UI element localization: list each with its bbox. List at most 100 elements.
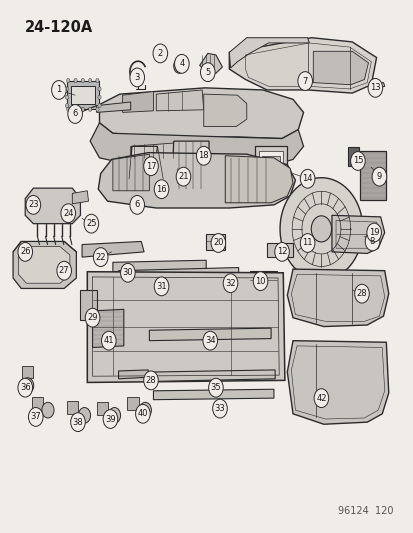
Circle shape xyxy=(176,167,190,186)
Circle shape xyxy=(153,44,167,63)
Text: 4: 4 xyxy=(179,59,184,68)
Polygon shape xyxy=(80,290,96,320)
Text: 6: 6 xyxy=(72,109,78,118)
Circle shape xyxy=(366,223,380,242)
Circle shape xyxy=(95,107,99,111)
Text: 24: 24 xyxy=(63,209,74,217)
Polygon shape xyxy=(149,328,271,341)
Polygon shape xyxy=(113,260,206,272)
Polygon shape xyxy=(127,397,138,410)
Circle shape xyxy=(130,68,144,87)
Circle shape xyxy=(143,157,158,175)
Circle shape xyxy=(88,107,92,111)
Circle shape xyxy=(101,332,116,350)
Text: 40: 40 xyxy=(137,409,148,418)
Polygon shape xyxy=(66,401,78,414)
Text: 12: 12 xyxy=(276,247,287,256)
Polygon shape xyxy=(225,156,292,203)
Circle shape xyxy=(85,308,100,327)
Circle shape xyxy=(21,378,34,393)
Circle shape xyxy=(364,232,379,251)
Text: 20: 20 xyxy=(213,238,223,247)
Circle shape xyxy=(253,272,267,290)
Circle shape xyxy=(18,243,33,261)
Circle shape xyxy=(65,95,69,99)
Circle shape xyxy=(65,103,69,108)
Text: 10: 10 xyxy=(255,277,265,286)
Text: 29: 29 xyxy=(87,313,97,322)
Text: 36: 36 xyxy=(20,383,31,392)
Text: 28: 28 xyxy=(356,289,366,298)
Circle shape xyxy=(108,408,120,423)
Polygon shape xyxy=(118,370,148,379)
Polygon shape xyxy=(72,191,88,204)
Text: 5: 5 xyxy=(205,68,210,77)
Text: 31: 31 xyxy=(156,282,166,291)
Circle shape xyxy=(157,46,165,56)
Polygon shape xyxy=(13,241,76,288)
Circle shape xyxy=(74,107,77,111)
Text: 7: 7 xyxy=(302,77,307,86)
Circle shape xyxy=(297,71,312,91)
Circle shape xyxy=(71,413,85,432)
Polygon shape xyxy=(125,277,246,290)
Circle shape xyxy=(299,233,314,253)
Circle shape xyxy=(26,196,40,214)
Text: 11: 11 xyxy=(301,238,312,247)
Polygon shape xyxy=(229,38,376,93)
Circle shape xyxy=(57,261,71,280)
Circle shape xyxy=(97,87,101,91)
Polygon shape xyxy=(18,247,70,283)
Polygon shape xyxy=(287,269,388,327)
Circle shape xyxy=(65,87,69,91)
Polygon shape xyxy=(93,309,123,348)
Polygon shape xyxy=(67,81,99,109)
Polygon shape xyxy=(206,234,225,250)
Text: 33: 33 xyxy=(214,404,225,413)
Circle shape xyxy=(139,402,151,418)
Text: 23: 23 xyxy=(28,200,38,209)
Circle shape xyxy=(74,78,77,83)
Circle shape xyxy=(212,399,227,418)
Polygon shape xyxy=(347,148,358,166)
Circle shape xyxy=(135,405,150,423)
Circle shape xyxy=(154,277,169,296)
Polygon shape xyxy=(129,147,163,193)
Text: 18: 18 xyxy=(198,151,209,160)
Text: 42: 42 xyxy=(316,394,326,402)
Polygon shape xyxy=(87,272,284,383)
Circle shape xyxy=(81,78,84,83)
Text: 35: 35 xyxy=(210,383,221,392)
Polygon shape xyxy=(331,215,384,254)
Polygon shape xyxy=(113,154,149,191)
Circle shape xyxy=(196,147,211,165)
Circle shape xyxy=(173,59,185,73)
Polygon shape xyxy=(82,241,144,257)
Polygon shape xyxy=(153,370,275,382)
Circle shape xyxy=(28,408,43,426)
Text: 26: 26 xyxy=(20,247,31,256)
Text: 19: 19 xyxy=(368,228,378,237)
Polygon shape xyxy=(172,168,185,183)
Circle shape xyxy=(371,167,386,186)
Polygon shape xyxy=(99,88,303,139)
Circle shape xyxy=(313,389,328,408)
Circle shape xyxy=(97,95,101,99)
Text: 16: 16 xyxy=(156,185,166,193)
Polygon shape xyxy=(287,341,388,424)
Text: 9: 9 xyxy=(376,172,381,181)
Circle shape xyxy=(176,62,182,70)
Polygon shape xyxy=(98,152,295,208)
Text: 30: 30 xyxy=(122,268,133,277)
Circle shape xyxy=(299,169,314,188)
Polygon shape xyxy=(122,92,153,112)
Text: 39: 39 xyxy=(105,415,116,424)
Polygon shape xyxy=(254,147,287,189)
Polygon shape xyxy=(153,389,273,400)
Polygon shape xyxy=(313,51,368,85)
Circle shape xyxy=(18,378,33,397)
Text: 1: 1 xyxy=(56,85,62,94)
Polygon shape xyxy=(32,397,43,410)
Circle shape xyxy=(81,107,84,111)
Circle shape xyxy=(66,107,70,111)
